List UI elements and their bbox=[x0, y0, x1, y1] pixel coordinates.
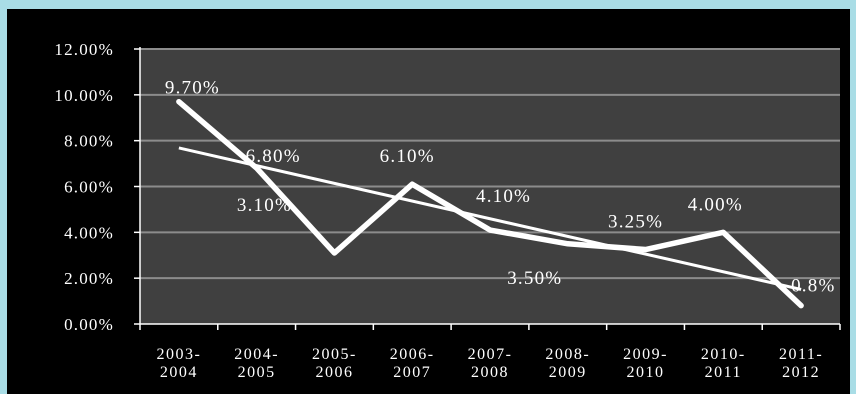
data-labels: 9.70% 6.80% 3.10% 6.10% 4.10% 3.50% 3.25% 4.00%… bbox=[165, 78, 835, 297]
y-tick-label: 10.00% bbox=[54, 86, 114, 105]
series-layer bbox=[176, 98, 804, 309]
y-tick-label: 4.00% bbox=[64, 223, 114, 242]
trend-layer bbox=[178, 146, 802, 291]
x-tick-label: 2006-2007 bbox=[390, 346, 435, 381]
x-tick-label: 2009-2010 bbox=[623, 346, 668, 381]
y-tick-label: 8.00% bbox=[64, 132, 114, 151]
x-tick-label: 2008-2009 bbox=[545, 346, 590, 381]
x-tick-labels: 2003-2004 2004-2005 2005-2006 2006-2007 2007… bbox=[156, 346, 823, 381]
data-label: 4.10% bbox=[476, 186, 531, 207]
line-chart: 0.00% 2.00% 4.00% 6.00% 8.00% 10.00% 12.00% 20… bbox=[54, 40, 841, 381]
x-tick-label: 2010-2011 bbox=[701, 346, 746, 381]
chart-frame: 0.00% 2.00% 4.00% 6.00% 8.00% 10.00% 12.00% 20… bbox=[7, 9, 850, 394]
x-tick-label: 2005-2006 bbox=[312, 346, 357, 381]
data-label: 6.80% bbox=[246, 146, 301, 167]
y-tick-label: 12.00% bbox=[54, 40, 114, 59]
trendline bbox=[178, 146, 802, 291]
x-tick-label: 2007-2008 bbox=[468, 346, 513, 381]
data-label: 3.25% bbox=[608, 212, 663, 233]
data-label: 0.8% bbox=[791, 276, 835, 297]
data-point bbox=[798, 303, 804, 309]
data-label: 4.00% bbox=[688, 194, 743, 215]
axis-layer bbox=[134, 47, 841, 330]
y-tick-label: 0.00% bbox=[64, 315, 114, 334]
data-label: 6.10% bbox=[380, 146, 435, 167]
y-tick-label: 2.00% bbox=[64, 269, 114, 288]
data-point bbox=[565, 241, 571, 247]
x-tick-label: 2004-2005 bbox=[234, 346, 279, 381]
data-point bbox=[643, 247, 649, 253]
y-tick-labels: 0.00% 2.00% 4.00% 6.00% 8.00% 10.00% 12.00% bbox=[54, 40, 114, 334]
data-point bbox=[720, 229, 726, 235]
data-label: 3.50% bbox=[507, 268, 562, 289]
data-label: 3.10% bbox=[237, 195, 292, 216]
data-point bbox=[254, 165, 260, 171]
data-point bbox=[487, 227, 493, 233]
data-label: 9.70% bbox=[165, 78, 220, 99]
y-tick-label: 6.00% bbox=[64, 178, 114, 197]
x-tick-label: 2003-2004 bbox=[156, 346, 201, 381]
x-tick-label: 2011-2012 bbox=[779, 346, 823, 381]
data-point bbox=[409, 181, 415, 187]
data-point bbox=[331, 250, 337, 256]
data-point bbox=[176, 99, 182, 105]
